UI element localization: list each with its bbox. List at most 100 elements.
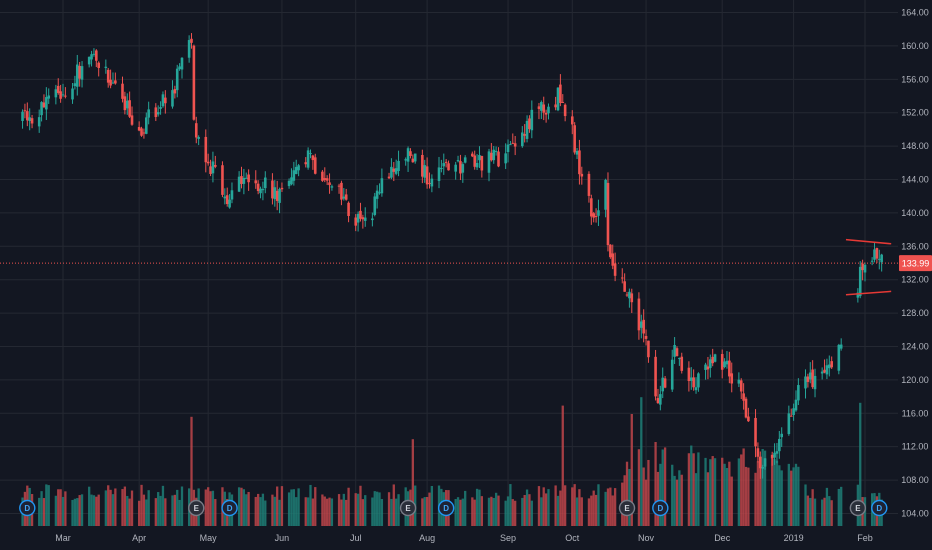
- candle[interactable]: [858, 261, 862, 299]
- candle[interactable]: [663, 375, 667, 389]
- candle[interactable]: [511, 133, 515, 145]
- candle[interactable]: [606, 172, 610, 252]
- candle[interactable]: [756, 442, 760, 463]
- candle[interactable]: [92, 48, 96, 57]
- candle[interactable]: [780, 427, 784, 447]
- candle[interactable]: [680, 352, 684, 374]
- candle[interactable]: [475, 154, 479, 171]
- candle[interactable]: [637, 292, 641, 340]
- candle[interactable]: [425, 157, 429, 189]
- price-candles[interactable]: [21, 33, 883, 479]
- candle[interactable]: [706, 356, 710, 380]
- candle[interactable]: [254, 170, 258, 189]
- candle[interactable]: [164, 90, 167, 114]
- candle[interactable]: [328, 173, 331, 194]
- candle[interactable]: [209, 159, 212, 177]
- candle[interactable]: [794, 390, 798, 412]
- candle[interactable]: [758, 451, 762, 479]
- candle[interactable]: [359, 202, 362, 222]
- candle[interactable]: [537, 103, 541, 120]
- candle[interactable]: [656, 388, 660, 404]
- candle[interactable]: [628, 288, 631, 308]
- candle[interactable]: [528, 115, 531, 133]
- candle[interactable]: [344, 188, 348, 201]
- candle[interactable]: [506, 139, 510, 163]
- dividend-marker[interactable]: D: [19, 499, 36, 517]
- candle[interactable]: [206, 153, 210, 166]
- candle[interactable]: [90, 50, 93, 67]
- candle[interactable]: [704, 362, 707, 380]
- candle[interactable]: [789, 408, 793, 417]
- candle[interactable]: [114, 72, 117, 85]
- candle[interactable]: [347, 201, 350, 223]
- candle[interactable]: [737, 372, 741, 388]
- candle[interactable]: [387, 172, 391, 179]
- candle[interactable]: [806, 373, 810, 388]
- candle[interactable]: [30, 114, 34, 129]
- candle[interactable]: [711, 348, 714, 367]
- candle[interactable]: [175, 64, 179, 98]
- candle[interactable]: [575, 147, 579, 160]
- candle[interactable]: [713, 353, 717, 363]
- candle[interactable]: [230, 182, 234, 204]
- candle[interactable]: [37, 109, 41, 133]
- candle[interactable]: [856, 288, 860, 303]
- candle[interactable]: [609, 244, 612, 259]
- candle[interactable]: [123, 91, 127, 115]
- candle[interactable]: [442, 153, 446, 175]
- candle[interactable]: [644, 329, 648, 346]
- candle[interactable]: [523, 124, 526, 143]
- candle[interactable]: [144, 112, 148, 135]
- candle[interactable]: [554, 96, 557, 111]
- price-axis[interactable]: 104.00 108.00 112.00 116.00 120.00 124.00 128.…: [901, 8, 929, 519]
- candle[interactable]: [459, 154, 462, 181]
- candle[interactable]: [694, 377, 698, 394]
- candle[interactable]: [463, 155, 467, 164]
- candle[interactable]: [428, 172, 431, 189]
- candle[interactable]: [392, 162, 396, 182]
- candle[interactable]: [87, 56, 91, 68]
- candle[interactable]: [361, 214, 365, 229]
- candle[interactable]: [620, 268, 624, 284]
- candle[interactable]: [811, 360, 814, 389]
- candle[interactable]: [570, 110, 574, 135]
- candle[interactable]: [323, 167, 327, 183]
- trendline[interactable]: [845, 290, 892, 296]
- candle[interactable]: [709, 354, 712, 378]
- candle[interactable]: [73, 75, 77, 90]
- candle[interactable]: [873, 241, 876, 263]
- candle[interactable]: [573, 122, 576, 155]
- dividend-marker[interactable]: D: [652, 499, 669, 517]
- candle[interactable]: [21, 109, 24, 129]
- candle[interactable]: [397, 150, 400, 177]
- candle[interactable]: [423, 159, 427, 183]
- candle[interactable]: [744, 396, 748, 419]
- candle[interactable]: [778, 431, 781, 459]
- candle[interactable]: [306, 147, 310, 170]
- candle[interactable]: [154, 103, 158, 122]
- candle[interactable]: [530, 100, 534, 139]
- candle[interactable]: [471, 151, 474, 158]
- candle[interactable]: [59, 84, 62, 103]
- candle[interactable]: [761, 464, 764, 479]
- candle[interactable]: [56, 78, 60, 95]
- candle[interactable]: [97, 61, 100, 77]
- candle[interactable]: [447, 160, 450, 171]
- candle[interactable]: [659, 385, 662, 411]
- candle[interactable]: [578, 139, 581, 185]
- candle[interactable]: [287, 178, 291, 189]
- candle[interactable]: [587, 171, 591, 203]
- candle[interactable]: [214, 155, 217, 169]
- time-axis[interactable]: Mar Apr May Jun Jul Aug Sep Oct Nov Dec 2019 Feb: [55, 533, 873, 543]
- candle[interactable]: [263, 171, 267, 194]
- candle[interactable]: [825, 358, 829, 380]
- candle[interactable]: [147, 101, 150, 125]
- candle[interactable]: [437, 156, 441, 189]
- candle[interactable]: [487, 148, 491, 182]
- candle[interactable]: [28, 108, 31, 131]
- candle[interactable]: [356, 211, 360, 232]
- candle[interactable]: [261, 181, 265, 201]
- candle[interactable]: [78, 61, 81, 87]
- candle[interactable]: [440, 159, 443, 173]
